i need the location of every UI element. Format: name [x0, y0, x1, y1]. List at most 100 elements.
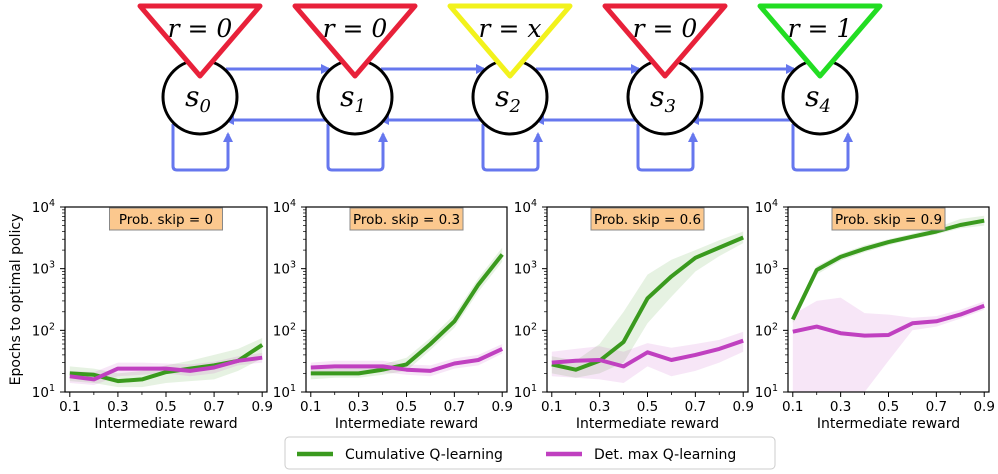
series-line [310, 253, 504, 376]
subplot-title: Prob. skip = 0 [119, 212, 213, 228]
x-tick-label: 0.7 [444, 399, 465, 415]
y-tick-base: 10 [273, 262, 290, 278]
reward-triangle [757, 3, 883, 79]
state-subscript: 4 [818, 96, 830, 117]
y-tick-exponent: 3 [49, 260, 55, 271]
y-tick-label: 102 [273, 321, 296, 339]
y-tick-label: 101 [755, 383, 778, 401]
x-tick-label: 0.3 [830, 399, 851, 415]
x-tick-label: 0.1 [300, 399, 321, 415]
reward-triangle-2: r = x [447, 3, 573, 79]
subplot-title-box [349, 207, 464, 231]
y-tick-exponent: 2 [772, 321, 778, 332]
y-tick-base: 10 [755, 200, 772, 216]
y-tick-base: 10 [273, 385, 290, 401]
x-tick-label: 0.9 [251, 399, 272, 415]
reward-triangle-0: r = 0 [137, 3, 263, 79]
x-tick-label: 0.3 [589, 399, 610, 415]
y-axis-label: Epochs to optimal policy [8, 214, 24, 386]
legend-label: Cumulative Q-learning [345, 447, 503, 463]
y-tick-exponent: 4 [290, 198, 296, 209]
y-tick-base: 10 [514, 262, 531, 278]
y-tick-label: 102 [755, 321, 778, 339]
legend-box [284, 436, 776, 470]
y-tick-label: 103 [273, 260, 296, 278]
state-letter: s [805, 80, 819, 113]
subplot-title-box [590, 207, 705, 231]
series-line [69, 355, 263, 382]
series-line [551, 338, 744, 369]
y-tick-base: 10 [514, 200, 531, 216]
y-tick-label: 104 [32, 198, 55, 216]
self-loop-arrow [171, 124, 233, 172]
y-tick-label: 103 [755, 260, 778, 278]
self-loop-arrow [326, 124, 388, 172]
subplot-title: Prob. skip = 0.3 [353, 212, 460, 228]
y-tick-exponent: 1 [290, 383, 296, 394]
state-label: s1 [340, 80, 366, 117]
y-tick-exponent: 3 [290, 260, 296, 271]
y-tick-exponent: 1 [49, 383, 55, 394]
state-node-0: s0 [161, 58, 239, 136]
state-subscript: 3 [664, 96, 675, 117]
y-tick-label: 104 [514, 198, 537, 216]
reward-label: r = x [479, 14, 542, 43]
x-tick-label: 0.3 [107, 399, 128, 415]
x-tick-label: 0.9 [732, 399, 753, 415]
subplot-title-box [109, 207, 223, 231]
y-tick-exponent: 3 [531, 260, 537, 271]
y-tick-label: 101 [273, 383, 296, 401]
y-tick-base: 10 [32, 323, 49, 339]
state-node-1: s1 [316, 58, 394, 136]
subplot-title-box [831, 207, 946, 231]
state-label: s4 [805, 80, 831, 117]
x-tick-label: 0.5 [396, 399, 417, 415]
reward-label: r = 0 [323, 14, 388, 43]
y-tick-base: 10 [755, 262, 772, 278]
x-axis-label: Intermediate reward [94, 416, 237, 432]
series-band [551, 331, 744, 383]
y-tick-exponent: 2 [290, 321, 296, 332]
reward-triangle-1: r = 0 [292, 3, 418, 79]
series-band [69, 338, 263, 388]
y-tick-base: 10 [32, 262, 49, 278]
series-band [792, 215, 985, 324]
reward-triangle [292, 3, 418, 79]
series-line [310, 347, 504, 373]
x-tick-label: 0.7 [203, 399, 224, 415]
x-tick-label: 0.1 [59, 399, 80, 415]
series-line [790, 218, 985, 321]
y-tick-label: 101 [514, 383, 537, 401]
self-loop-arrow [791, 124, 853, 172]
y-tick-base: 10 [755, 323, 772, 339]
state-subscript: 2 [508, 96, 520, 117]
state-label: s3 [650, 80, 676, 117]
x-tick-label: 0.7 [685, 399, 706, 415]
reward-triangle-3: r = 0 [602, 3, 728, 79]
series-band [310, 247, 503, 380]
y-tick-base: 10 [273, 200, 290, 216]
state-subscript: 0 [199, 96, 210, 117]
y-tick-exponent: 1 [531, 383, 537, 394]
y-tick-base: 10 [32, 385, 49, 401]
series-line [792, 303, 985, 338]
x-tick-label: 0.5 [878, 399, 899, 415]
reward-triangle [137, 3, 263, 79]
y-tick-label: 103 [514, 260, 537, 278]
self-loop-arrow [481, 124, 543, 172]
state-letter: s [185, 80, 199, 113]
x-axis-label: Intermediate reward [576, 416, 719, 432]
y-tick-label: 103 [32, 260, 55, 278]
subplot-title: Prob. skip = 0.9 [835, 212, 942, 228]
state-label: s0 [185, 80, 211, 117]
legend: Cumulative Q-learning Det. max Q-learning [284, 436, 776, 470]
y-tick-base: 10 [755, 385, 772, 401]
x-tick-label: 0.9 [973, 399, 994, 415]
y-tick-exponent: 2 [531, 321, 537, 332]
series-band [551, 231, 744, 378]
x-axis-label: Intermediate reward [817, 416, 960, 432]
